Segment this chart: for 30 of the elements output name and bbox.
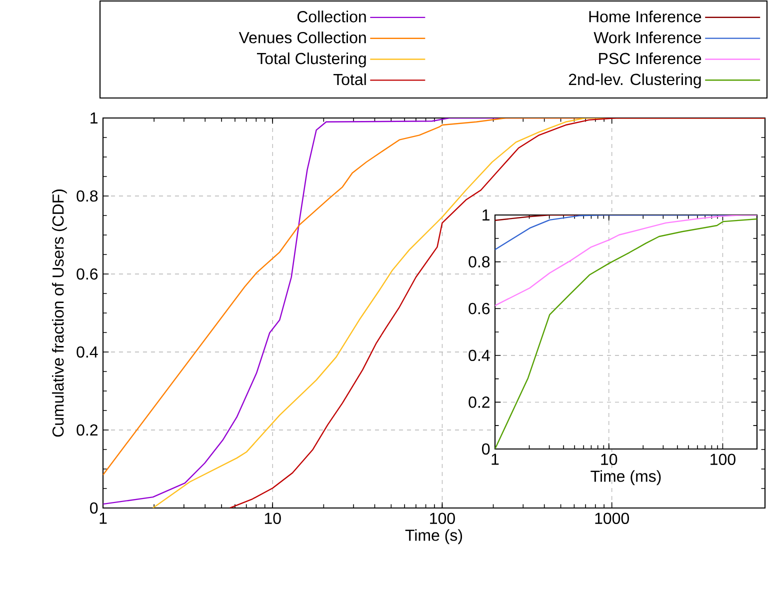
y-tick-label: 0.4 xyxy=(468,350,490,362)
y-tick-label: 0.6 xyxy=(468,302,490,314)
x-axis-title: Time (s) xyxy=(405,529,462,544)
x-tick-label: 100 xyxy=(430,512,455,524)
y-tick-label: 0.8 xyxy=(468,256,490,268)
y-tick-label: 0 xyxy=(482,443,490,455)
y-tick-label: 0.2 xyxy=(468,396,490,408)
legend-label: 2nd-lev. Clustering xyxy=(568,73,701,88)
legend-label: Total Clustering xyxy=(256,52,366,68)
y-tick-label: 0.6 xyxy=(76,268,98,280)
x-tick-label: 100 xyxy=(710,454,736,466)
x-tick-label: 1 xyxy=(492,454,499,465)
y-tick-label: 0.8 xyxy=(76,190,98,202)
y-axis-title: Cumulative fraction of Users (CDF) xyxy=(52,190,67,437)
legend-label: Venues Collection xyxy=(238,32,366,44)
x-tick-label: 10 xyxy=(264,512,281,524)
y-tick-label: 0.4 xyxy=(76,346,98,358)
x-tick-label: 10 xyxy=(601,454,618,466)
x-tick-label: 1000 xyxy=(595,512,629,524)
legend-label: Total xyxy=(333,73,366,86)
legend-label: PSC Inference xyxy=(599,52,702,64)
y-tick-label: 1 xyxy=(482,210,490,220)
y-tick-label: 0.2 xyxy=(76,424,98,436)
y-tick-label: 1 xyxy=(90,112,98,124)
legend-label: Home Inference xyxy=(589,10,702,22)
legend-label: Work Inference xyxy=(594,32,702,44)
x-axis-title: Time (ms) xyxy=(590,470,661,486)
legend-label: Collection xyxy=(297,10,366,22)
y-tick-label: 0 xyxy=(90,502,98,514)
x-tick-label: 1 xyxy=(100,512,107,524)
